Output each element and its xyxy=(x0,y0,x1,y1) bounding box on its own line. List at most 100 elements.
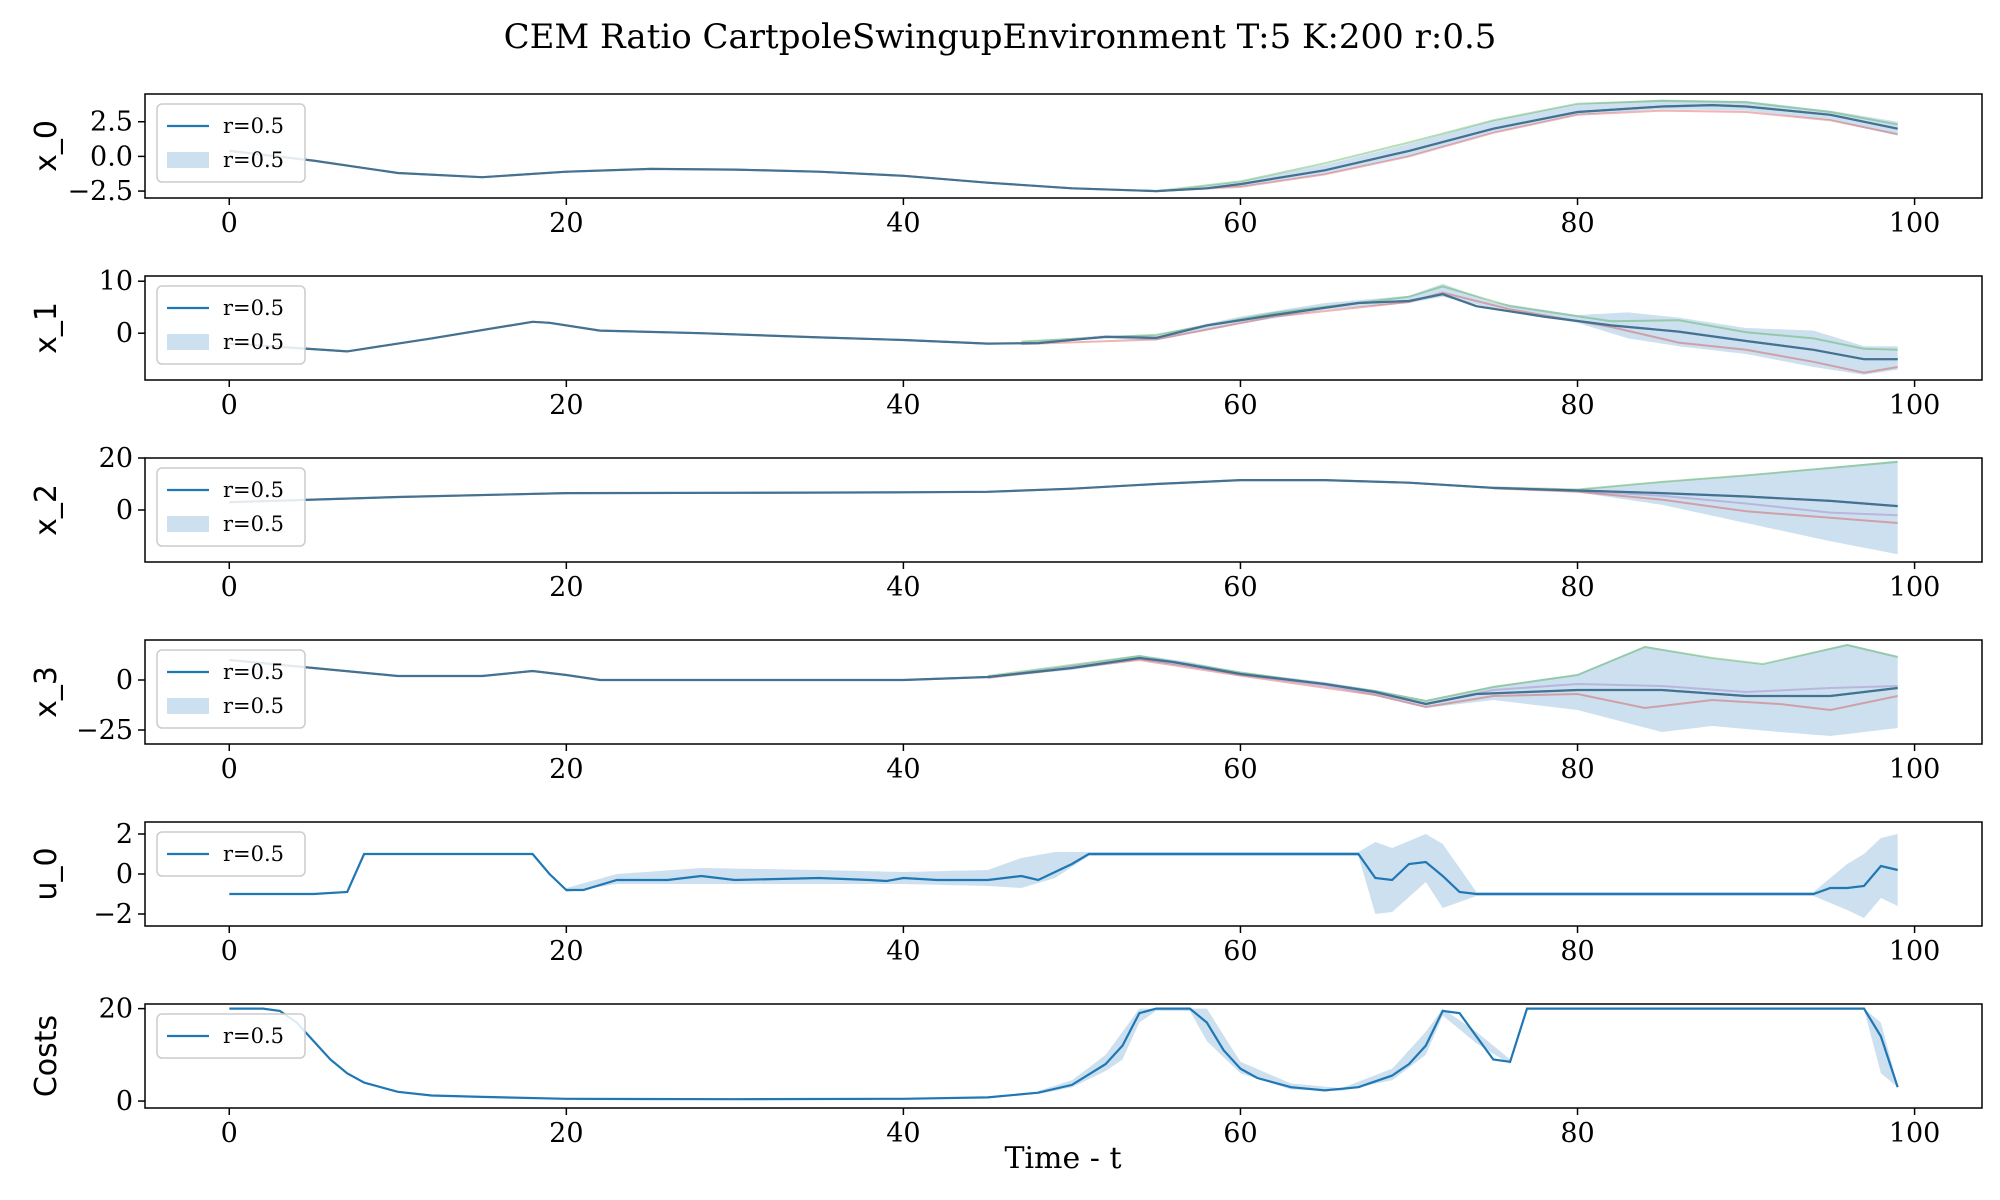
x-tick-label: 0 xyxy=(221,390,238,421)
legend-band-swatch xyxy=(167,516,209,532)
x-tick-label: 20 xyxy=(549,572,583,603)
x-tick-label: 40 xyxy=(886,754,920,785)
x-tick-label: 100 xyxy=(1889,390,1941,421)
legend-band-swatch xyxy=(167,698,209,714)
plot-area xyxy=(229,283,1898,375)
x-tick-label: 40 xyxy=(886,572,920,603)
y-axis-label: x_1 xyxy=(29,302,64,354)
axes-frame xyxy=(144,93,1983,199)
x-tick-label: 0 xyxy=(221,754,238,785)
plot-area xyxy=(229,1007,1899,1101)
x-tick-label: 60 xyxy=(1223,208,1257,239)
x-tick-label: 60 xyxy=(1223,390,1257,421)
y-tick-label: 0 xyxy=(116,859,133,890)
y-tick-label: 10 xyxy=(99,266,133,297)
x-tick-label: 20 xyxy=(549,1118,583,1149)
legend-label: r=0.5 xyxy=(223,296,284,320)
legend: r=0.5 r=0.5 xyxy=(156,467,306,547)
y-tick-label: 0 xyxy=(116,318,133,349)
y-axis-label: u_0 xyxy=(29,847,64,900)
confidence-band xyxy=(1021,283,1898,375)
series-line xyxy=(229,103,1898,193)
x-tick-label: 60 xyxy=(1223,754,1257,785)
y-tick-label: 20 xyxy=(99,443,133,474)
x-tick-label: 80 xyxy=(1560,1118,1594,1149)
x-tick-label: 0 xyxy=(221,572,238,603)
series-line xyxy=(229,1007,1899,1101)
panel-x_0: 0 20 40 60 80 100 2.50.0 −2.5x_0 r=0.5 r=0.5 xyxy=(29,93,1983,239)
legend: r=0.5 xyxy=(156,1013,306,1059)
legend-box xyxy=(156,831,306,877)
x-tick-label: 60 xyxy=(1223,936,1257,967)
sample-overlap-line xyxy=(229,104,1898,193)
x-tick-label: 40 xyxy=(886,390,920,421)
x-tick-label: 40 xyxy=(886,208,920,239)
y-tick-label: −2 xyxy=(93,899,133,930)
axes-frame xyxy=(144,1003,1983,1109)
x-tick-label: 20 xyxy=(549,936,583,967)
panel-x_2: 0 20 40 60 80 100 20 0 x_2 r=0.5 r=0.5 xyxy=(29,443,1983,603)
sample-line xyxy=(987,658,1898,712)
x-tick-label: 0 xyxy=(221,936,238,967)
x-tick-label: 80 xyxy=(1560,754,1594,785)
legend-label: r=0.5 xyxy=(223,842,284,866)
y-tick-label: 2.5 xyxy=(90,107,133,138)
y-tick-label: −2.5 xyxy=(67,176,133,207)
x-tick-label: 100 xyxy=(1889,936,1941,967)
y-tick-label: −25 xyxy=(76,715,133,746)
x-tick-label: 80 xyxy=(1560,390,1594,421)
axes-frame xyxy=(144,639,1983,745)
confidence-band xyxy=(1038,1008,1898,1095)
legend-box xyxy=(156,1013,306,1059)
x-tick-label: 40 xyxy=(886,1118,920,1149)
x-tick-label: 20 xyxy=(549,390,583,421)
x-tick-label: 100 xyxy=(1889,208,1941,239)
y-tick-label: 2 xyxy=(116,819,133,850)
x-tick-label: 80 xyxy=(1560,572,1594,603)
x-tick-label: 20 xyxy=(549,208,583,239)
x-axis-label: Time - t xyxy=(1004,1141,1121,1176)
axes-frame xyxy=(144,821,1983,927)
y-axis-label: Costs xyxy=(29,1015,64,1097)
plot-area xyxy=(229,460,1898,555)
y-tick-label: 20 xyxy=(99,994,133,1025)
series-line xyxy=(229,852,1898,896)
sample-line xyxy=(1493,487,1898,524)
confidence-band xyxy=(987,644,1898,736)
legend: r=0.5 r=0.5 xyxy=(156,103,306,183)
y-tick-label: 0.0 xyxy=(90,141,133,172)
legend-label: r=0.5 xyxy=(223,148,284,172)
legend-label: r=0.5 xyxy=(223,330,284,354)
x-tick-label: 80 xyxy=(1560,936,1594,967)
axes-frame xyxy=(144,275,1983,381)
legend-label: r=0.5 xyxy=(223,478,284,502)
sample-line xyxy=(1156,109,1898,193)
y-tick-label: 0 xyxy=(116,665,133,696)
y-tick-label: 0 xyxy=(116,1086,133,1117)
legend-label: r=0.5 xyxy=(223,660,284,684)
sample-line xyxy=(1156,99,1898,193)
plot-area xyxy=(229,99,1898,193)
x-tick-label: 0 xyxy=(221,1118,238,1149)
legend: r=0.5 xyxy=(156,831,306,877)
x-tick-label: 100 xyxy=(1889,1118,1941,1149)
y-axis-label: x_3 xyxy=(29,666,64,718)
plot-area xyxy=(229,643,1898,736)
x-tick-label: 0 xyxy=(221,208,238,239)
x-tick-label: 80 xyxy=(1560,208,1594,239)
plot-area xyxy=(229,834,1898,918)
x-tick-label: 60 xyxy=(1223,572,1257,603)
x-tick-label: 100 xyxy=(1889,754,1941,785)
sample-overlap-line xyxy=(229,293,1898,361)
legend-label: r=0.5 xyxy=(223,1024,284,1048)
sample-overlap-line xyxy=(229,656,1898,706)
panel-x_3: 0 20 40 60 80 100 0 −25 x_3 r=0.5 r=0.5 xyxy=(29,639,1983,785)
sample-line xyxy=(987,643,1898,703)
y-axis-label: x_2 xyxy=(29,484,64,536)
chart-title: CEM Ratio CartpoleSwingupEnvironment T:5… xyxy=(504,17,1497,57)
sample-overlap-line xyxy=(229,479,1898,508)
legend-label: r=0.5 xyxy=(223,694,284,718)
